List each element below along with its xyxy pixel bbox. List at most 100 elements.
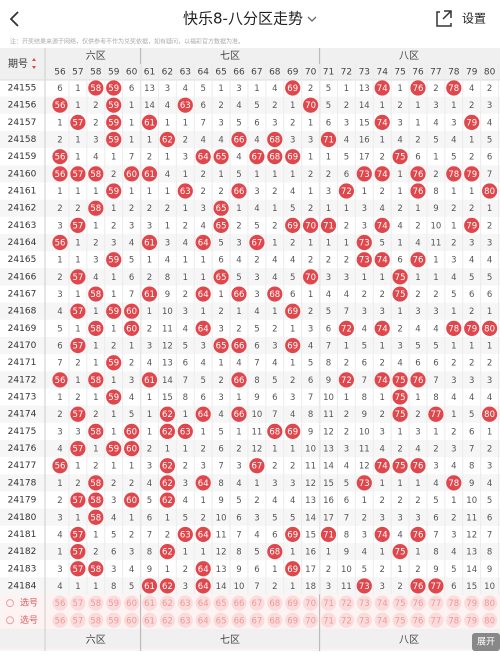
select-number[interactable]: 63 (180, 599, 191, 609)
select-number[interactable]: 80 (484, 616, 495, 626)
select-ball[interactable] (446, 612, 462, 628)
settings-button[interactable]: 设置 (462, 12, 486, 26)
select-ball[interactable] (320, 595, 337, 611)
select-number[interactable]: 76 (413, 616, 424, 626)
title-dropdown[interactable] (307, 16, 317, 22)
select-number[interactable]: 56 (55, 616, 66, 626)
select-number[interactable]: 60 (126, 599, 137, 609)
select-number[interactable]: 79 (466, 599, 477, 609)
select-ball[interactable] (392, 612, 408, 628)
select-number[interactable]: 75 (395, 599, 406, 609)
select-ball[interactable] (159, 612, 175, 628)
select-ball[interactable] (285, 612, 301, 628)
select-number[interactable]: 67 (251, 616, 262, 626)
select-number[interactable]: 59 (108, 616, 119, 626)
select-ball[interactable] (88, 595, 104, 611)
select-ball[interactable] (70, 612, 86, 628)
select-number[interactable]: 76 (413, 599, 424, 609)
select-number[interactable]: 69 (287, 616, 298, 626)
select-number[interactable]: 69 (287, 599, 298, 609)
select-ball[interactable] (303, 612, 319, 628)
select-ball[interactable] (124, 595, 140, 611)
select-ball[interactable] (195, 595, 211, 611)
select-number[interactable]: 77 (430, 616, 441, 626)
select-number[interactable]: 74 (377, 599, 388, 609)
select-number[interactable]: 66 (234, 616, 245, 626)
select-number[interactable]: 77 (430, 599, 441, 609)
select-number[interactable]: 67 (251, 599, 262, 609)
select-number[interactable]: 70 (305, 599, 316, 609)
select-ball[interactable] (141, 612, 158, 628)
select-number[interactable]: 71 (323, 616, 334, 626)
share-icon[interactable] (436, 10, 452, 27)
select-ball[interactable] (231, 612, 247, 628)
select-ball[interactable] (338, 595, 354, 611)
select-ball[interactable] (410, 612, 426, 628)
select-ball[interactable] (52, 595, 68, 611)
select-number[interactable]: 56 (55, 599, 66, 609)
select-ball[interactable] (356, 595, 372, 611)
select-number[interactable]: 68 (269, 616, 280, 626)
select-ball[interactable] (141, 595, 158, 611)
select-ball[interactable] (464, 612, 480, 628)
select-ball[interactable] (88, 612, 104, 628)
select-ball[interactable] (374, 595, 390, 611)
select-ball[interactable] (428, 595, 444, 611)
select-ball[interactable] (195, 612, 211, 628)
select-ball[interactable] (52, 612, 68, 628)
select-ball[interactable] (338, 612, 354, 628)
select-ball[interactable] (303, 595, 319, 611)
select-ball[interactable] (374, 612, 390, 628)
expand-button[interactable] (472, 633, 500, 651)
select-ball[interactable] (320, 612, 337, 628)
select-number[interactable]: 64 (198, 599, 209, 609)
select-number[interactable]: 62 (162, 599, 173, 609)
select-ball[interactable] (70, 595, 86, 611)
select-number[interactable]: 59 (108, 599, 119, 609)
select-ball[interactable] (464, 595, 480, 611)
select-ball[interactable] (482, 612, 498, 628)
select-number[interactable]: 58 (90, 599, 101, 609)
select-ball[interactable] (356, 612, 372, 628)
select-ball[interactable] (231, 595, 247, 611)
page-title[interactable]: 快乐8-八分区走势 (183, 10, 303, 28)
select-number[interactable]: 64 (198, 616, 209, 626)
select-number[interactable]: 68 (269, 599, 280, 609)
select-ball[interactable] (482, 595, 498, 611)
select-number[interactable]: 60 (126, 616, 137, 626)
select-ball[interactable] (124, 612, 140, 628)
select-number[interactable]: 62 (162, 616, 173, 626)
select-ball[interactable] (249, 612, 265, 628)
select-number[interactable]: 58 (90, 616, 101, 626)
select-number[interactable]: 78 (448, 616, 459, 626)
select-number[interactable]: 80 (484, 599, 495, 609)
select-number[interactable]: 66 (234, 599, 245, 609)
select-number[interactable]: 79 (466, 616, 477, 626)
select-number[interactable]: 74 (377, 616, 388, 626)
select-number[interactable]: 71 (323, 599, 334, 609)
back-button[interactable] (9, 11, 19, 27)
select-ball[interactable] (177, 612, 193, 628)
expand-label[interactable]: 展开 (477, 637, 495, 648)
select-ball[interactable] (106, 595, 122, 611)
select-number[interactable]: 65 (216, 599, 227, 609)
select-ball[interactable] (177, 595, 193, 611)
select-ball[interactable] (428, 612, 444, 628)
select-number[interactable]: 75 (395, 616, 406, 626)
select-number[interactable]: 72 (341, 616, 352, 626)
select-ball[interactable] (159, 595, 175, 611)
select-number[interactable]: 61 (144, 616, 155, 626)
select-number[interactable]: 70 (305, 616, 316, 626)
select-ball[interactable] (410, 595, 426, 611)
select-ball[interactable] (213, 612, 229, 628)
select-number[interactable]: 57 (72, 599, 83, 609)
select-ball[interactable] (213, 595, 229, 611)
select-number[interactable]: 65 (216, 616, 227, 626)
select-ball[interactable] (267, 612, 283, 628)
select-number[interactable]: 73 (359, 616, 370, 626)
select-ball[interactable] (249, 595, 265, 611)
select-number[interactable]: 73 (359, 599, 370, 609)
select-number[interactable]: 57 (72, 616, 83, 626)
select-ball[interactable] (285, 595, 301, 611)
select-ball[interactable] (392, 595, 408, 611)
